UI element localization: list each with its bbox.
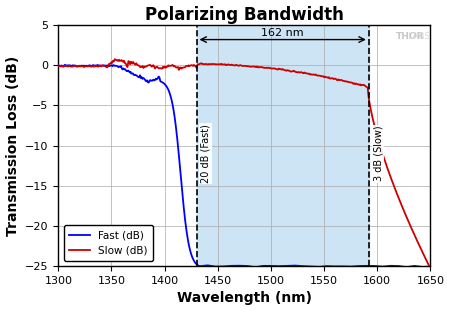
- Fast (dB): [70, 63, 75, 67]
- Text: LABS: LABS: [407, 32, 431, 41]
- Slow (dB): [112, 57, 117, 61]
- Fast (dB): [148, 79, 154, 83]
- Fast (dB): [120, 67, 125, 71]
- Fast (dB): [144, 78, 150, 82]
- Title: Polarizing Bandwidth: Polarizing Bandwidth: [145, 6, 344, 24]
- Text: 162 nm: 162 nm: [261, 28, 304, 38]
- Text: THOR: THOR: [396, 32, 425, 41]
- Slow (dB): [424, 259, 429, 262]
- Fast (dB): [81, 64, 86, 67]
- Line: Slow (dB): Slow (dB): [58, 59, 431, 269]
- Slow (dB): [171, 64, 176, 68]
- Slow (dB): [147, 63, 153, 67]
- Fast (dB): [62, 63, 68, 67]
- Fast (dB): [111, 63, 117, 67]
- Fast (dB): [428, 265, 433, 268]
- Text: 20 dB (Fast): 20 dB (Fast): [201, 124, 211, 183]
- Bar: [197, 25, 369, 266]
- Slow (dB): [185, 64, 190, 68]
- Slow (dB): [214, 63, 219, 66]
- Slow (dB): [415, 240, 420, 244]
- Slow (dB): [56, 64, 61, 67]
- Fast (dB): [56, 64, 61, 67]
- Fast (dB): [253, 265, 258, 269]
- X-axis label: Wavelength (nm): Wavelength (nm): [177, 291, 312, 305]
- Line: Fast (dB): Fast (dB): [58, 65, 431, 267]
- Slow (dB): [428, 267, 433, 271]
- Y-axis label: Transmission Loss (dB): Transmission Loss (dB): [5, 56, 19, 236]
- Legend: Fast (dB), Slow (dB): Fast (dB), Slow (dB): [63, 225, 153, 261]
- Text: 3 dB (Slow): 3 dB (Slow): [373, 126, 383, 182]
